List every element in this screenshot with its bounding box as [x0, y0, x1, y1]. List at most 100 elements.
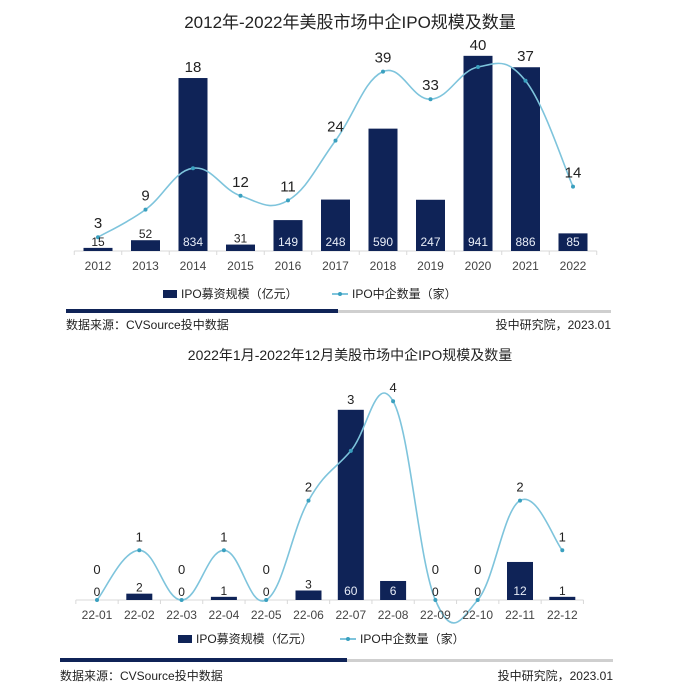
bar	[295, 590, 322, 600]
svg-text:590: 590	[373, 235, 393, 249]
svg-text:33: 33	[422, 77, 439, 94]
svg-text:40: 40	[470, 37, 487, 54]
bar	[226, 244, 255, 251]
svg-text:247: 247	[420, 235, 440, 249]
svg-text:12: 12	[513, 584, 527, 598]
svg-text:2: 2	[516, 480, 523, 495]
legend-label: IPO中企数量（家）	[352, 287, 457, 301]
legend-label: IPO中企数量（家）	[360, 632, 465, 646]
svg-text:2021: 2021	[512, 259, 539, 273]
svg-text:22-02: 22-02	[124, 608, 155, 622]
svg-text:1: 1	[220, 529, 227, 544]
svg-text:22-06: 22-06	[293, 608, 324, 622]
svg-text:1: 1	[221, 584, 228, 598]
svg-text:2013: 2013	[132, 259, 159, 273]
bar	[507, 561, 533, 600]
divider-dark	[60, 658, 347, 662]
svg-text:2014: 2014	[180, 259, 207, 273]
chart2-source: 数据来源：CVSource投中数据	[60, 669, 223, 683]
line-marker-icon	[332, 291, 348, 296]
bar	[273, 220, 303, 251]
svg-text:22-11: 22-11	[505, 608, 535, 622]
chart1-source: 数据来源：CVSource投中数据	[66, 318, 229, 332]
svg-text:0: 0	[93, 562, 100, 577]
svg-text:2: 2	[136, 581, 143, 595]
svg-text:2015: 2015	[227, 259, 254, 273]
svg-text:31: 31	[234, 232, 248, 246]
svg-text:39: 39	[375, 50, 392, 67]
svg-text:22-07: 22-07	[335, 608, 366, 622]
svg-text:1: 1	[136, 529, 143, 544]
bar	[549, 596, 576, 600]
svg-text:22-01: 22-01	[82, 608, 113, 622]
svg-text:22-08: 22-08	[378, 608, 409, 622]
svg-text:2022: 2022	[560, 259, 587, 273]
svg-text:60: 60	[344, 584, 358, 598]
svg-text:2020: 2020	[465, 259, 492, 273]
svg-text:2017: 2017	[322, 259, 349, 273]
bar	[321, 199, 350, 251]
svg-text:0: 0	[474, 585, 481, 599]
svg-text:22-04: 22-04	[209, 608, 240, 622]
svg-text:0: 0	[474, 562, 481, 577]
svg-text:2016: 2016	[275, 259, 302, 273]
svg-text:22-09: 22-09	[420, 608, 451, 622]
svg-text:22-03: 22-03	[166, 608, 197, 622]
svg-text:37: 37	[517, 48, 534, 65]
svg-text:12: 12	[232, 174, 249, 191]
svg-text:0: 0	[178, 585, 185, 599]
bar	[126, 593, 153, 600]
chart2-legend-line: IPO中企数量（家）	[340, 630, 465, 647]
svg-text:149: 149	[278, 235, 298, 249]
bar	[178, 78, 208, 251]
svg-text:24: 24	[327, 119, 344, 136]
bar-swatch-icon	[163, 289, 177, 298]
divider-light	[347, 659, 613, 662]
svg-text:2018: 2018	[370, 259, 397, 273]
chart2-credit: 投中研究院，2023.01	[497, 669, 613, 683]
bar	[337, 409, 364, 600]
svg-text:9: 9	[141, 188, 149, 205]
svg-text:248: 248	[325, 235, 345, 249]
svg-text:4: 4	[389, 380, 396, 395]
svg-text:6: 6	[390, 584, 397, 598]
svg-text:0: 0	[94, 585, 101, 599]
svg-text:3: 3	[94, 215, 102, 232]
divider-dark	[66, 309, 338, 313]
svg-text:22-05: 22-05	[251, 608, 282, 622]
chart1-credit: 投中研究院，2023.01	[495, 318, 611, 332]
svg-text:941: 941	[468, 235, 488, 249]
svg-text:3: 3	[305, 577, 312, 591]
chart1-title: 2012年-2022年美股市场中企IPO规模及数量	[184, 13, 516, 32]
legend-label: IPO募资规模（亿元）	[196, 632, 313, 646]
svg-text:886: 886	[515, 235, 535, 249]
legend-label: IPO募资规模（亿元）	[181, 287, 298, 301]
svg-text:52: 52	[139, 227, 153, 241]
line-marker-icon	[340, 636, 356, 641]
bar	[83, 247, 113, 251]
svg-text:3: 3	[347, 392, 354, 407]
chart1-legend-bar: IPO募资规模（亿元）	[163, 285, 298, 302]
svg-text:0: 0	[178, 562, 185, 577]
divider-light	[338, 310, 611, 313]
chart1-legend-line: IPO中企数量（家）	[332, 285, 457, 302]
svg-text:2: 2	[305, 480, 312, 495]
svg-text:834: 834	[183, 235, 203, 249]
svg-text:1: 1	[559, 529, 566, 544]
svg-text:0: 0	[263, 585, 270, 599]
svg-text:22-12: 22-12	[547, 608, 578, 622]
bar	[558, 233, 588, 251]
svg-text:0: 0	[432, 585, 439, 599]
svg-text:2019: 2019	[417, 259, 444, 273]
bar	[416, 199, 445, 251]
svg-text:0: 0	[432, 562, 439, 577]
bar	[380, 580, 407, 600]
bar-swatch-icon	[178, 634, 192, 643]
svg-text:15: 15	[91, 235, 105, 249]
svg-text:85: 85	[566, 235, 580, 249]
bar	[131, 240, 160, 251]
bar	[463, 55, 493, 251]
svg-text:18: 18	[185, 59, 202, 76]
